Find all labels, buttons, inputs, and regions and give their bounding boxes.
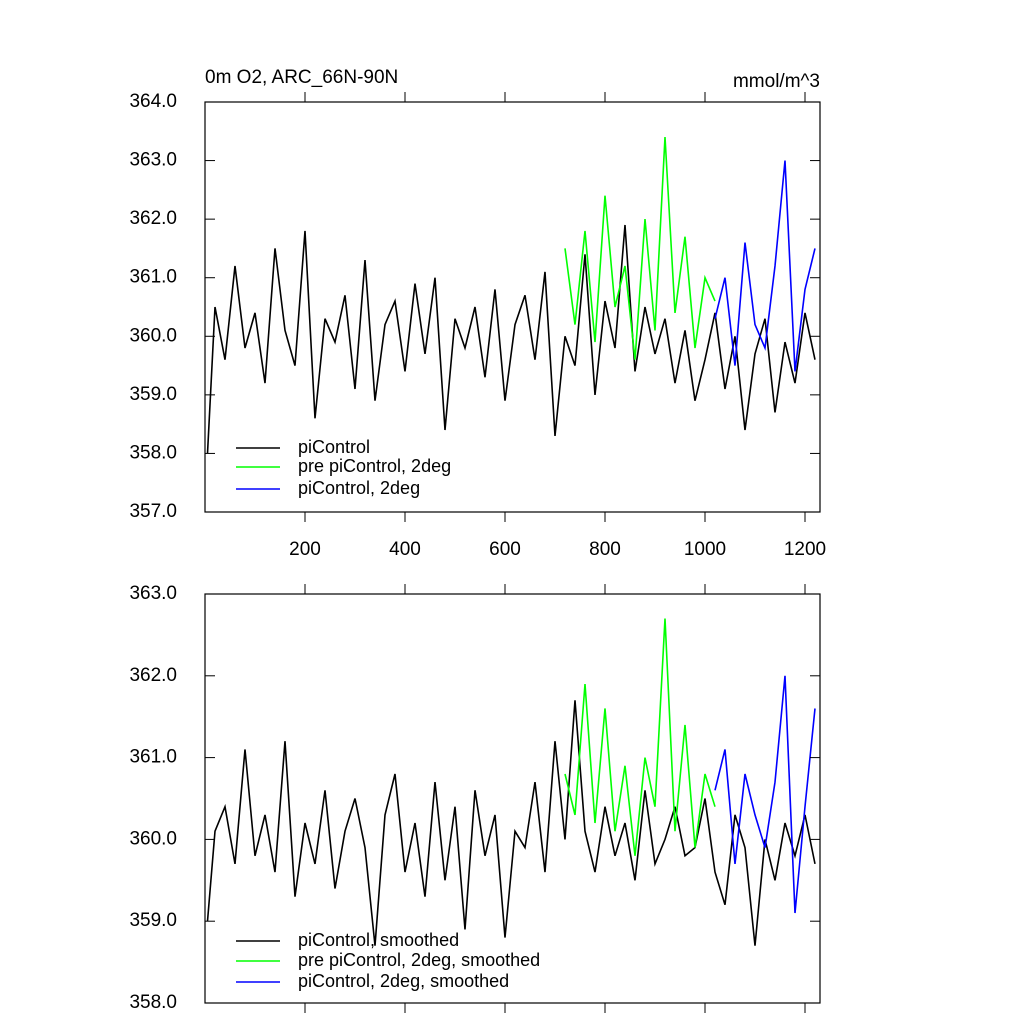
legend-label: piControl, 2deg (298, 478, 420, 498)
data-line (714, 675, 816, 914)
data-line (714, 160, 816, 372)
plot-frame (204, 101, 821, 513)
plot-frame (204, 593, 821, 1004)
data-line (206, 700, 816, 946)
y-tick-label: 361.0 (129, 267, 177, 288)
y-tick-label: 360.0 (129, 828, 177, 849)
legend-label: piControl, 2deg, smoothed (298, 971, 509, 991)
y-tick-label: 360.0 (129, 325, 177, 346)
y-tick-label: 363.0 (129, 583, 177, 604)
y-tick-label: 358.0 (129, 442, 177, 463)
y-tick-label: 359.0 (129, 384, 177, 405)
y-tick-label: 362.0 (129, 665, 177, 686)
y-tick-label: 362.0 (129, 208, 177, 229)
data-line (206, 224, 816, 454)
x-tick-label: 600 (489, 539, 521, 560)
legend-label: piControl (298, 437, 370, 457)
x-tick-label: 200 (289, 539, 321, 560)
y-tick-label: 357.0 (129, 501, 177, 522)
data-line (564, 137, 716, 360)
x-tick-label: 400 (389, 539, 421, 560)
legend-label: pre piControl, 2deg, smoothed (298, 950, 540, 970)
x-tick-label: 1200 (784, 539, 826, 560)
legend-label: pre piControl, 2deg (298, 456, 451, 476)
data-line (564, 618, 716, 856)
chart-title: 0m O2, ARC_66N-90N (205, 67, 398, 88)
y-tick-label: 361.0 (129, 747, 177, 768)
y-tick-label: 364.0 (129, 91, 177, 112)
y-tick-label: 359.0 (129, 910, 177, 931)
x-tick-label: 1000 (684, 539, 726, 560)
y-tick-label: 363.0 (129, 150, 177, 171)
units-label: mmol/m^3 (733, 71, 820, 92)
y-tick-label: 358.0 (129, 992, 177, 1013)
x-tick-label: 800 (589, 539, 621, 560)
legend-label: piControl, smoothed (298, 930, 459, 950)
